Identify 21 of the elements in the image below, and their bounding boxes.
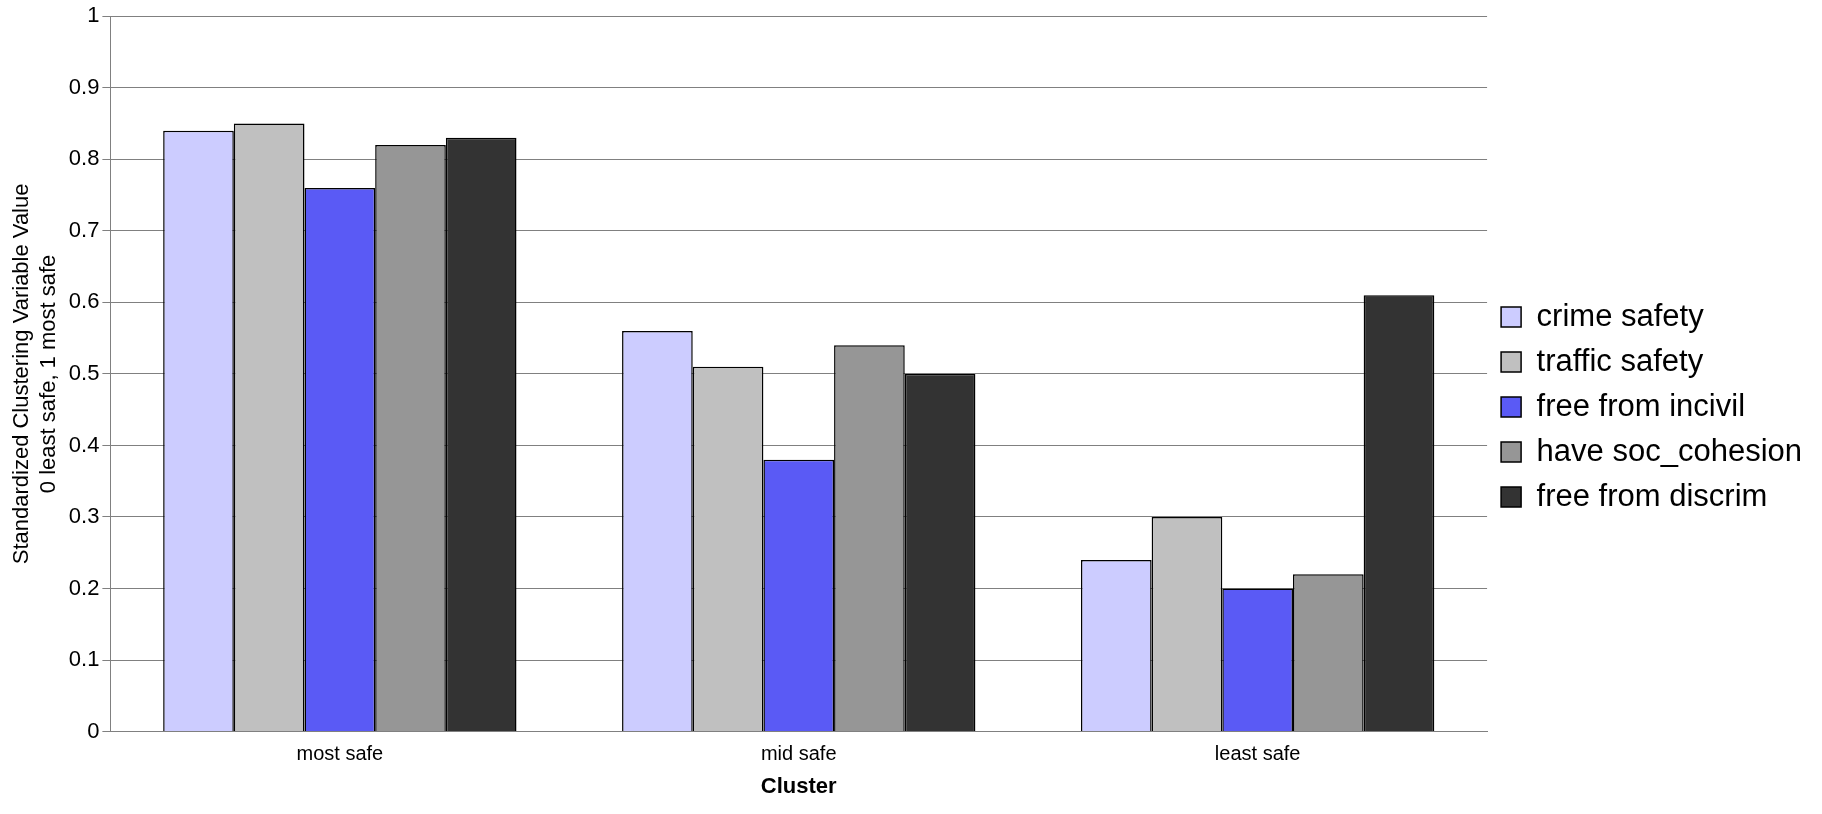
legend-label: free from discrim: [1536, 477, 1768, 513]
y-tick-label: 0.6: [68, 288, 100, 314]
y-tick-label: 0.5: [68, 359, 100, 385]
y-tick-label: 0: [87, 717, 100, 743]
x-tick-label: mid safe: [760, 742, 837, 765]
y-tick-label: 0.8: [68, 145, 100, 171]
y-tick-label: 0.2: [68, 574, 100, 600]
legend-label: crime safety: [1536, 297, 1705, 333]
y-tick-label: 0.3: [68, 503, 100, 529]
x-axis-title: Cluster: [760, 772, 838, 798]
y-tick-label: 0.7: [68, 216, 100, 242]
legend-label: have soc_cohesion: [1536, 432, 1803, 468]
y-tick-label: 0.9: [68, 73, 100, 99]
y-tick-label: 0.1: [68, 646, 100, 672]
y-tick-label: 1: [87, 2, 100, 28]
legend-label: free from incivil: [1536, 387, 1746, 423]
y-tick-label: 0.4: [68, 431, 100, 457]
y-axis-title: Standardized Clustering Variable Value 0 least safe, 1 most safe: [8, 183, 60, 565]
x-tick-label: most safe: [296, 742, 384, 765]
legend-label: traffic safety: [1536, 342, 1704, 378]
x-tick-label: least safe: [1214, 742, 1301, 765]
